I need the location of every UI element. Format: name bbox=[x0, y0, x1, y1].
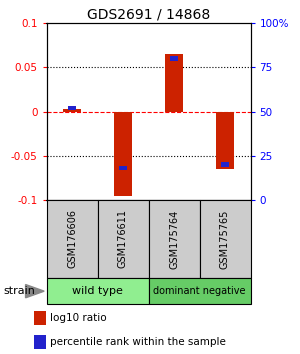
Bar bbox=[119, 166, 127, 170]
Bar bbox=[34, 312, 46, 325]
Bar bbox=[46, 278, 148, 304]
Text: GSM175765: GSM175765 bbox=[220, 209, 230, 269]
Text: log10 ratio: log10 ratio bbox=[50, 313, 107, 323]
Text: GSM175764: GSM175764 bbox=[169, 209, 179, 269]
Bar bbox=[114, 112, 132, 195]
Bar bbox=[165, 54, 183, 112]
Text: dominant negative: dominant negative bbox=[153, 286, 246, 296]
Text: wild type: wild type bbox=[72, 286, 123, 296]
Bar bbox=[148, 200, 200, 278]
Bar bbox=[148, 278, 250, 304]
Title: GDS2691 / 14868: GDS2691 / 14868 bbox=[87, 8, 210, 22]
Bar bbox=[170, 56, 178, 61]
Bar bbox=[63, 109, 81, 112]
Bar bbox=[46, 200, 98, 278]
Bar bbox=[216, 112, 234, 169]
Text: GSM176611: GSM176611 bbox=[118, 210, 128, 268]
Bar bbox=[68, 106, 76, 110]
Bar bbox=[34, 335, 46, 349]
Polygon shape bbox=[26, 285, 44, 298]
Bar bbox=[98, 200, 148, 278]
Text: strain: strain bbox=[3, 286, 35, 296]
Text: percentile rank within the sample: percentile rank within the sample bbox=[50, 337, 226, 347]
Bar bbox=[221, 162, 229, 167]
Bar bbox=[200, 200, 250, 278]
Text: GSM176606: GSM176606 bbox=[67, 210, 77, 268]
